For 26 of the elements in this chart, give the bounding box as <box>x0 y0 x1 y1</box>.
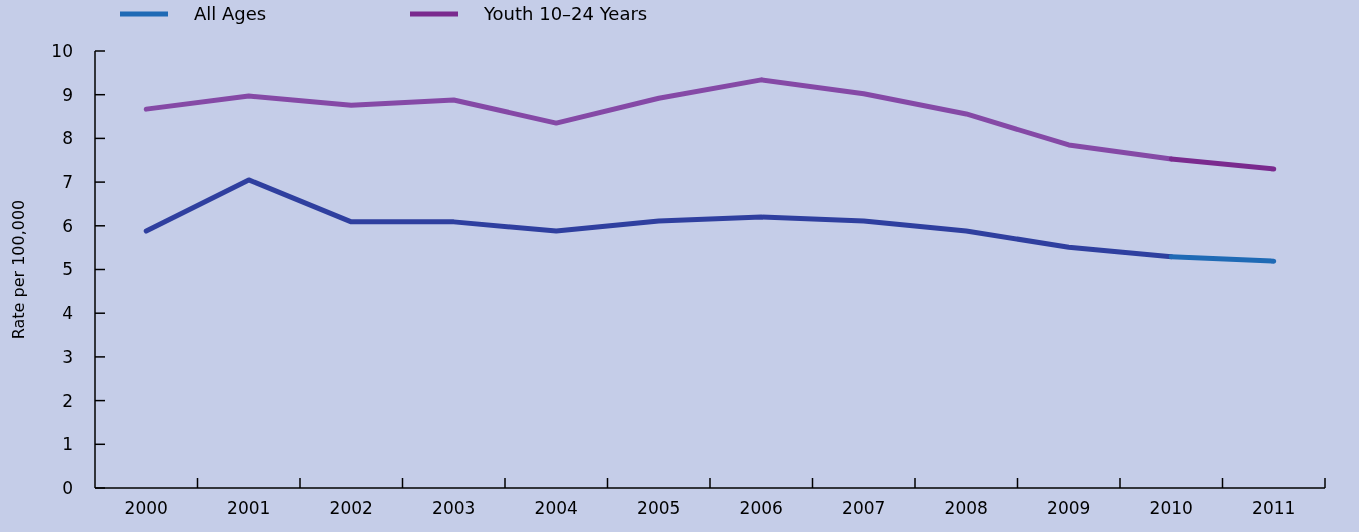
x-tick-label: 2002 <box>329 498 373 518</box>
y-tick-label: 6 <box>62 215 73 236</box>
x-tick-label: 2000 <box>124 498 168 518</box>
legend-label: Youth 10–24 Years <box>483 3 648 25</box>
y-tick-label: 2 <box>62 390 73 411</box>
x-tick-label: 2007 <box>842 498 886 518</box>
x-tick-label: 2005 <box>637 498 681 518</box>
x-tick-label: 2010 <box>1149 498 1193 518</box>
y-tick-label: 0 <box>62 477 73 498</box>
y-tick-label: 4 <box>62 303 73 324</box>
x-tick-label: 2006 <box>739 498 783 518</box>
x-tick-label: 2008 <box>944 498 988 518</box>
y-axis-title: Rate per 100,000 <box>9 199 28 340</box>
x-tick-label: 2004 <box>534 498 578 518</box>
x-tick-label: 2003 <box>432 498 476 518</box>
x-tick-label: 2009 <box>1047 498 1091 518</box>
y-tick-label: 5 <box>62 259 73 280</box>
y-tick-label: 7 <box>62 172 73 193</box>
y-tick-label: 10 <box>51 40 73 61</box>
y-tick-label: 9 <box>62 84 73 105</box>
legend-label: All Ages <box>194 3 267 25</box>
x-tick-label: 2001 <box>227 498 271 518</box>
y-tick-label: 3 <box>62 346 73 367</box>
x-tick-label: 2011 <box>1252 498 1296 518</box>
y-tick-label: 8 <box>62 128 73 149</box>
y-tick-label: 1 <box>62 434 73 455</box>
